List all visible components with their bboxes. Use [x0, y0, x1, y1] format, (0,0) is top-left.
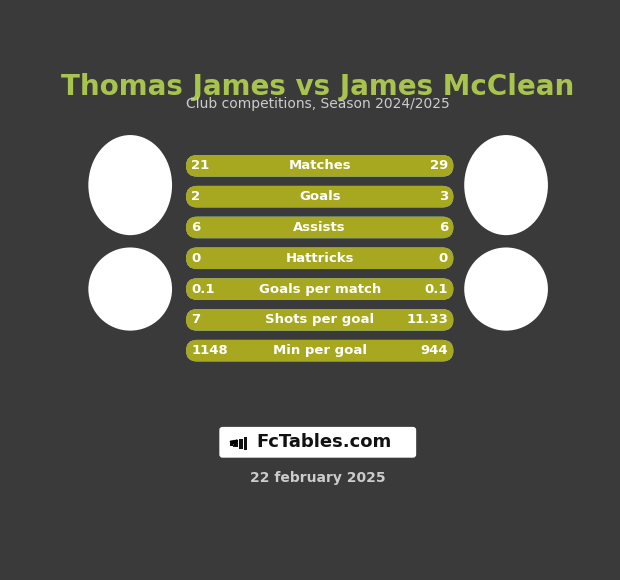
Text: 29: 29: [430, 160, 448, 172]
Text: Min per goal: Min per goal: [273, 344, 366, 357]
FancyBboxPatch shape: [186, 278, 453, 300]
FancyBboxPatch shape: [186, 278, 453, 300]
Text: 11.33: 11.33: [406, 313, 448, 327]
FancyBboxPatch shape: [186, 248, 453, 269]
Text: Shots per goal: Shots per goal: [265, 313, 374, 327]
Text: 0.1: 0.1: [425, 282, 448, 296]
Text: 2: 2: [192, 190, 200, 203]
Text: 944: 944: [420, 344, 448, 357]
FancyBboxPatch shape: [186, 248, 453, 269]
Bar: [244, 437, 247, 450]
FancyBboxPatch shape: [186, 340, 453, 361]
Text: 3: 3: [439, 190, 448, 203]
Text: Club competitions, Season 2024/2025: Club competitions, Season 2024/2025: [186, 97, 450, 111]
Text: Matches: Matches: [288, 160, 351, 172]
FancyBboxPatch shape: [186, 217, 453, 238]
Text: 1148: 1148: [192, 344, 228, 357]
Bar: [239, 439, 242, 449]
Text: 22 february 2025: 22 february 2025: [250, 471, 386, 485]
FancyBboxPatch shape: [219, 427, 416, 458]
FancyBboxPatch shape: [186, 186, 453, 208]
Text: 6: 6: [439, 221, 448, 234]
Text: 21: 21: [192, 160, 210, 172]
Ellipse shape: [464, 135, 548, 235]
Text: 0.1: 0.1: [192, 282, 215, 296]
Ellipse shape: [88, 248, 172, 331]
Bar: [235, 440, 238, 447]
FancyBboxPatch shape: [186, 155, 453, 177]
Text: 0: 0: [192, 252, 201, 264]
Text: Thomas James vs James McClean: Thomas James vs James McClean: [61, 72, 574, 100]
Bar: [230, 442, 233, 446]
Text: Goals per match: Goals per match: [259, 282, 381, 296]
Ellipse shape: [88, 135, 172, 235]
Text: FcTables.com: FcTables.com: [257, 433, 392, 451]
Text: Goals: Goals: [299, 190, 340, 203]
Text: Assists: Assists: [293, 221, 346, 234]
FancyBboxPatch shape: [186, 340, 453, 361]
FancyBboxPatch shape: [186, 309, 453, 331]
Text: 0: 0: [439, 252, 448, 264]
Ellipse shape: [464, 248, 548, 331]
FancyBboxPatch shape: [186, 217, 453, 238]
FancyBboxPatch shape: [186, 186, 453, 208]
Text: Hattricks: Hattricks: [285, 252, 354, 264]
FancyBboxPatch shape: [186, 155, 453, 177]
Text: 6: 6: [192, 221, 201, 234]
Text: 7: 7: [192, 313, 200, 327]
FancyBboxPatch shape: [186, 309, 453, 331]
